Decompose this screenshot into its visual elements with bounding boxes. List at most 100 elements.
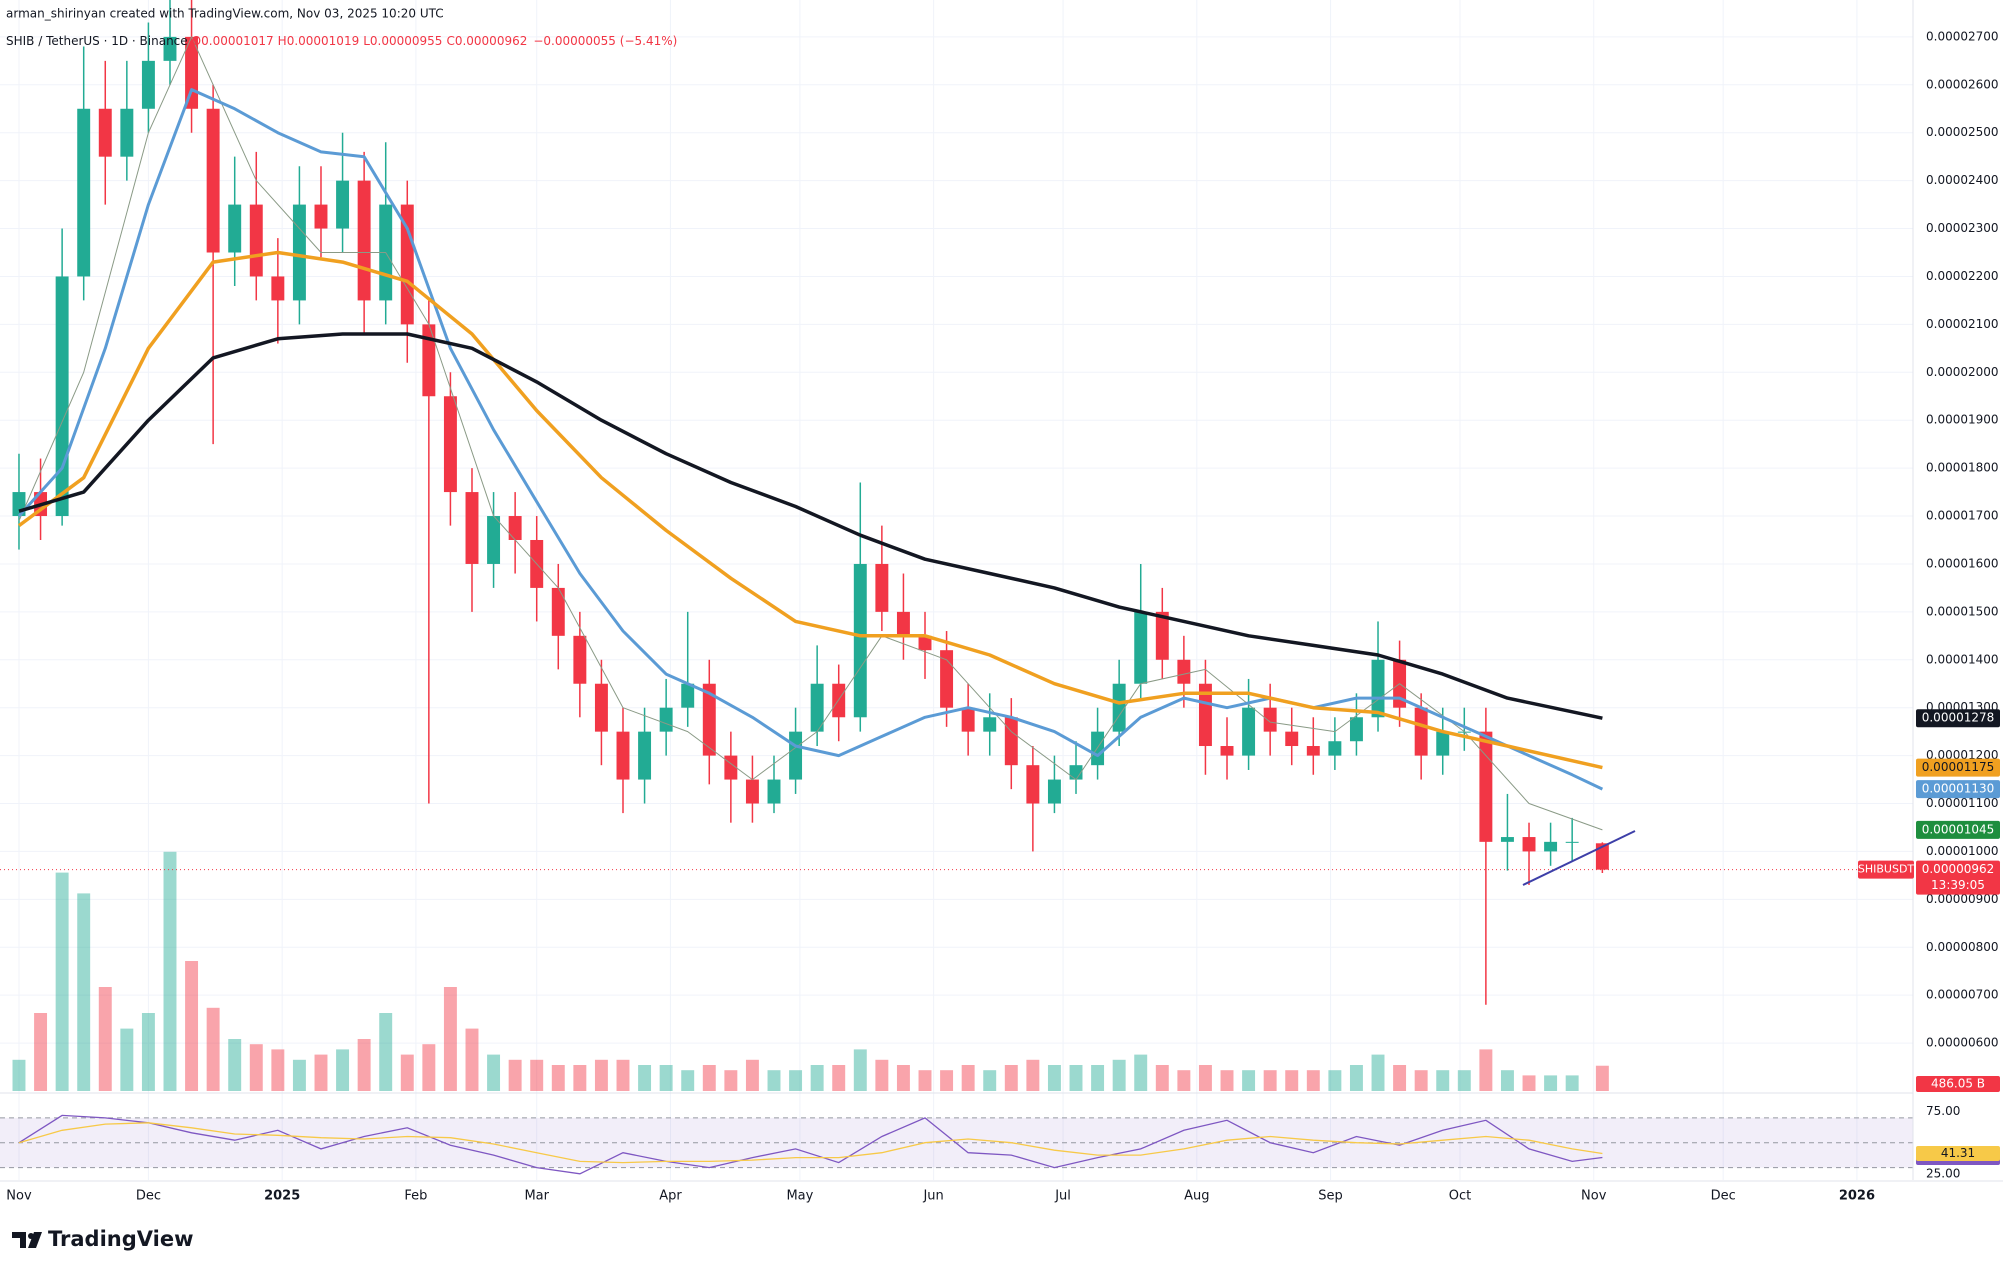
candle-body <box>1155 611 1169 660</box>
volume-bar <box>34 1013 48 1091</box>
rsi-line <box>18 1114 1603 1175</box>
x-tick-label: Aug <box>1184 1189 1209 1204</box>
candle-body <box>141 60 155 109</box>
volume-bar <box>745 1059 759 1091</box>
volume-bar <box>314 1054 328 1091</box>
volume-bar <box>638 1065 652 1091</box>
plot <box>0 0 1913 1175</box>
volume-bar <box>940 1070 954 1091</box>
candle-body <box>1414 707 1428 756</box>
candle-body <box>810 683 824 732</box>
candle-body <box>249 204 263 277</box>
volume-bar <box>853 1049 867 1091</box>
candle-body <box>1371 659 1385 718</box>
volume-bar <box>12 1059 26 1091</box>
volume-bar <box>141 1013 155 1091</box>
candle-body <box>1565 841 1579 843</box>
y-tick-label: 0.00000800 <box>1926 940 1999 954</box>
volume-bar <box>1198 1065 1212 1091</box>
candle-body <box>1285 731 1299 747</box>
candle-body <box>1436 731 1450 756</box>
volume-label: 486.05 B <box>1931 1077 1985 1091</box>
symbol: SHIB / TetherUS · 1D · Binance <box>6 34 188 48</box>
candle-body <box>98 108 112 157</box>
x-tick-label: Nov <box>6 1189 32 1204</box>
candle-body <box>896 611 910 636</box>
volume-label-bg <box>1916 1076 2000 1092</box>
candle-body <box>508 516 522 540</box>
candle-body <box>853 563 867 718</box>
x-tick-label: Dec <box>136 1189 161 1204</box>
volume-bar <box>206 1007 220 1091</box>
moving-average <box>18 332 1603 720</box>
candle-body <box>745 779 759 804</box>
volume-bar <box>1349 1065 1363 1091</box>
volume-bar <box>1047 1065 1061 1091</box>
volume-bar <box>1220 1070 1234 1091</box>
x-tick-label: Oct <box>1449 1189 1471 1204</box>
x-tick-label: 2025 <box>264 1189 300 1204</box>
volume-bar <box>1285 1070 1299 1091</box>
logo-text: TradingView <box>48 1227 193 1251</box>
y-tick-label: 0.00001600 <box>1926 556 1999 570</box>
volume-bar <box>98 987 112 1091</box>
candle-body <box>551 587 565 636</box>
volume-bar <box>487 1054 501 1091</box>
candle-body <box>1595 843 1609 870</box>
volume-bar <box>896 1065 910 1091</box>
x-tick-label: Jul <box>1054 1189 1071 1204</box>
candle-body <box>1479 731 1493 842</box>
y-tick-label: 0.00000600 <box>1926 1036 1999 1050</box>
y-tick-label: 0.00000900 <box>1926 892 1999 906</box>
volume-bar <box>249 1044 263 1091</box>
candle-body <box>638 731 652 780</box>
author-note: arman_shirinyan created with TradingView… <box>6 7 444 21</box>
ohlc-o-value: 0.00001017 <box>201 34 274 48</box>
volume-bar <box>508 1059 522 1091</box>
candle-body <box>1242 707 1256 756</box>
candle-body <box>228 204 242 253</box>
trend-line <box>1522 830 1636 886</box>
volume-bar <box>1522 1075 1536 1091</box>
x-tick-label: Sep <box>1318 1189 1343 1204</box>
volume-bar <box>551 1065 565 1091</box>
volume-bar <box>1457 1070 1471 1091</box>
y-tick-label: 0.00002700 <box>1926 29 1999 43</box>
candle-body <box>1004 717 1018 766</box>
volume-bar <box>1500 1070 1514 1091</box>
candle-body <box>1263 707 1277 732</box>
volume-bar <box>1242 1070 1256 1091</box>
y-tick-label: 0.00001900 <box>1926 413 1999 427</box>
y-tick-label: 0.00001800 <box>1926 461 1999 475</box>
ma-last-label-bg <box>1916 820 2000 839</box>
volume-bar <box>1069 1065 1083 1091</box>
volume-bar <box>1565 1075 1579 1091</box>
volume-bar <box>961 1065 975 1091</box>
candle-body <box>681 683 695 708</box>
volume-bar <box>724 1070 738 1091</box>
y-tick-label: 0.00002300 <box>1926 221 1999 235</box>
ohlc-o: O <box>192 34 201 48</box>
volume-bar <box>573 1065 587 1091</box>
ohlc-h-value: 0.00001019 <box>287 34 360 48</box>
candle-body <box>1047 779 1061 804</box>
volume-bar <box>228 1039 242 1091</box>
candle-body <box>1500 837 1514 842</box>
candle-body <box>918 635 932 651</box>
candle-body <box>357 180 371 301</box>
ma-last-label-bg <box>1916 709 2000 728</box>
candle-body <box>875 563 889 612</box>
x-tick-label: Jun <box>922 1189 943 1204</box>
ohlc-l: L <box>363 34 370 48</box>
candle-body <box>77 108 91 277</box>
moving-average <box>17 88 1604 791</box>
volume-bar <box>832 1065 846 1091</box>
volume-bar <box>1026 1059 1040 1091</box>
y-tick-label: 0.00002500 <box>1926 125 1999 139</box>
volume-bar <box>810 1065 824 1091</box>
volume-bar <box>465 1028 479 1091</box>
candle-body <box>292 204 306 301</box>
volume-bar <box>616 1059 630 1091</box>
candle-body <box>940 650 954 708</box>
